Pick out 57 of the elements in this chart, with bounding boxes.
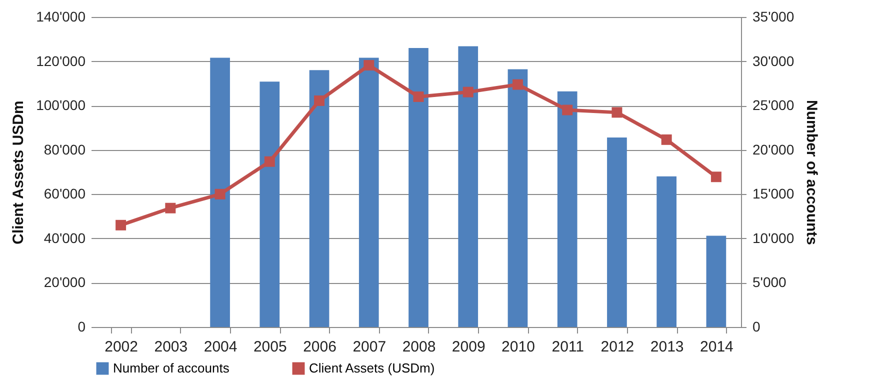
x-tick-label: 2012 <box>600 338 634 356</box>
x-tick-label: 2010 <box>502 338 535 356</box>
bar <box>309 70 330 327</box>
bar <box>607 137 627 327</box>
y-tick-label: 40'000 <box>44 230 86 246</box>
bar <box>408 48 428 327</box>
x-tick-label: 2011 <box>552 338 584 356</box>
x-tick-label: 2008 <box>402 338 436 356</box>
point <box>364 60 374 71</box>
y-tick-label: 60'000 <box>44 186 86 202</box>
point <box>661 134 672 145</box>
y-tick-label: 0 <box>78 318 86 334</box>
x-tick-label: 2004 <box>204 338 238 356</box>
point <box>562 104 573 116</box>
y-tick-label: 120'000 <box>36 52 86 69</box>
x-tick-label: 2009 <box>452 338 486 356</box>
legend-label: Number of accounts <box>113 360 230 376</box>
y2-tick-label: 35'000 <box>752 8 794 24</box>
bar <box>458 46 478 327</box>
y2-tick-label: 0 <box>752 318 760 334</box>
point <box>413 91 424 102</box>
x-tick-label: 2007 <box>352 338 386 356</box>
point <box>165 202 176 214</box>
point <box>512 79 523 90</box>
bar <box>706 236 726 327</box>
point <box>116 220 126 230</box>
y-tick-label: 20'000 <box>44 274 86 290</box>
y-axis-title: Client Assets USDm <box>10 100 28 244</box>
x-tick-label: 2006 <box>303 338 336 356</box>
x-tick-label: 2003 <box>154 338 188 356</box>
bar <box>260 82 280 327</box>
x-tick-label: 2005 <box>253 338 287 356</box>
y-tick-label: 80'000 <box>44 141 86 158</box>
y2-tick-label: 30'000 <box>752 52 794 69</box>
point <box>264 156 275 167</box>
y2-axis-title: Number of accounts <box>803 100 820 246</box>
y2-tick-label: 10'000 <box>752 230 794 246</box>
x-tick-label: 2002 <box>104 338 138 356</box>
y2-tick-label: 25'000 <box>752 97 794 114</box>
y-tick-label: 140'000 <box>36 8 86 24</box>
point <box>314 95 325 106</box>
y2-tick-label: 20'000 <box>752 141 794 158</box>
point <box>710 172 722 182</box>
bar <box>557 91 578 327</box>
y2-tick-label: 15'000 <box>752 186 794 202</box>
bar <box>358 58 379 327</box>
y2-tick-label: 5'000 <box>752 274 787 290</box>
bar <box>508 69 528 327</box>
bar <box>210 58 230 327</box>
legend-label: Client Assets (USDm) <box>309 360 435 376</box>
point <box>462 86 474 98</box>
point <box>214 188 226 200</box>
bar <box>656 176 676 327</box>
x-tick-label: 2013 <box>650 338 684 356</box>
point <box>612 107 622 118</box>
x-tick-label: 2014 <box>700 338 734 356</box>
y-tick-label: 100'000 <box>36 97 86 114</box>
